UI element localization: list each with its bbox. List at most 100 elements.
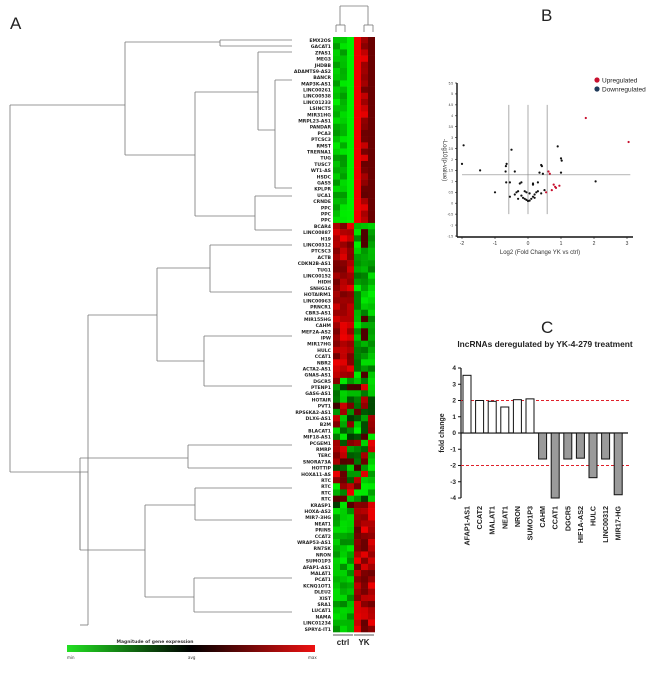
heatmap-cell [368, 613, 375, 620]
heatmap-cell [354, 74, 361, 81]
gene-label: SNHG16 [310, 286, 331, 292]
bar-ytick-label: 0 [452, 430, 456, 437]
gene-label: BANCR [313, 75, 331, 81]
heatmap-cell [340, 477, 347, 484]
gene-label: DGCR5 [313, 379, 331, 385]
gene-label: PCGEM1 [310, 441, 331, 447]
heatmap-cell [347, 179, 354, 187]
heatmap-cell [368, 105, 375, 112]
heatmap-cell [340, 334, 347, 341]
heatmap-cell [333, 477, 340, 484]
heatmap-cell [354, 346, 361, 354]
heatmap-cell [368, 154, 375, 162]
heatmap-cell [354, 402, 361, 410]
upregulated-point [548, 172, 551, 175]
heatmap-cell [368, 483, 375, 490]
legend-downregulated-label: Downregulated [602, 87, 646, 94]
heatmap-cell [340, 198, 347, 205]
heatmap-cell [333, 241, 340, 249]
heatmap-cell [333, 359, 340, 366]
heatmap-cell [347, 303, 354, 311]
heatmap-cell [354, 160, 361, 168]
heatmap-cell [354, 452, 361, 459]
heatmap-cell [333, 539, 340, 546]
heatmap-cell [354, 154, 361, 162]
heatmap-cell [347, 98, 354, 106]
heatmap-cell [340, 588, 347, 596]
heatmap-cell [340, 315, 347, 323]
heatmap-cell [354, 625, 361, 633]
heatmap-cell [354, 607, 361, 614]
heatmap-cell [354, 328, 361, 335]
gene-label: MEF2A-AS2 [301, 329, 331, 335]
gene-label: HOXA-AS2 [304, 509, 331, 515]
heatmap-cell [340, 278, 347, 286]
heatmap-cell [361, 458, 368, 465]
heatmap-cell [333, 247, 340, 255]
gene-label: TERC [318, 453, 332, 459]
bar [601, 432, 611, 460]
heatmap-cell [340, 105, 347, 112]
gene-label: PTENP1 [311, 385, 331, 391]
yk-group-label: YK [358, 638, 369, 647]
heatmap-cell [368, 148, 375, 156]
downregulated-point [504, 170, 507, 173]
downregulated-point [523, 197, 526, 200]
downregulated-point [556, 145, 559, 148]
heatmap-cell [361, 501, 368, 509]
heatmap-cell [347, 390, 354, 397]
heatmap-cell [347, 625, 354, 633]
heatmap-cell [368, 625, 375, 633]
heatmap-cell [347, 247, 354, 255]
heatmap-cell [361, 61, 368, 69]
row-dendrogram [9, 39, 292, 626]
heatmap-cell [361, 315, 368, 323]
heatmap-cell [354, 210, 361, 218]
heatmap-cell [354, 315, 361, 323]
colorbar-avg-label: avg [188, 655, 196, 660]
gene-label: HULC [317, 348, 332, 354]
heatmap-cell [347, 315, 354, 323]
bar-category-label: MALAT1 [488, 506, 497, 535]
gene-label: RTC [321, 490, 331, 496]
heatmap-cell [333, 204, 340, 211]
heatmap-cell [361, 514, 368, 521]
heatmap-cell [361, 452, 368, 459]
heatmap-cell [340, 458, 347, 465]
downregulated-point [523, 190, 526, 193]
downregulated-point [508, 181, 511, 184]
downregulated-point [531, 195, 535, 198]
heatmap-cell [347, 415, 354, 422]
volcano-ytick-label: -1.5 [448, 234, 454, 238]
heatmap-cell [347, 446, 354, 453]
heatmap-cell [347, 291, 354, 298]
upregulated-point [584, 116, 587, 120]
heatmap-cell [347, 272, 354, 280]
heatmap-cell [361, 160, 368, 168]
heatmap-cell [340, 191, 347, 199]
heatmap-cell [354, 526, 361, 534]
heatmap-cell [333, 198, 340, 205]
heatmap-cell [361, 222, 368, 230]
heatmap-cell [368, 415, 375, 422]
heatmap-cell [340, 247, 347, 255]
heatmap-cell [361, 142, 368, 149]
heatmap-cell [333, 433, 340, 441]
heatmap-cell [347, 37, 354, 44]
heatmap-cell [333, 303, 340, 311]
heatmap-cell [347, 105, 354, 112]
heatmap-cell [340, 619, 347, 627]
heatmap-cell [340, 396, 347, 403]
heatmap-cell [347, 346, 354, 354]
heatmap-cell [333, 235, 340, 242]
heatmap-cell [354, 61, 361, 69]
heatmap-cell [354, 477, 361, 484]
heatmap-cells [333, 37, 375, 633]
heatmap-cell [361, 576, 368, 583]
gene-label: RPS6KA2-AS1 [295, 410, 331, 416]
heatmap-cell [361, 37, 368, 44]
downregulated-point [533, 196, 536, 199]
heatmap-cell [368, 229, 375, 236]
heatmap-cell [361, 359, 368, 366]
heatmap-cell [368, 92, 375, 100]
